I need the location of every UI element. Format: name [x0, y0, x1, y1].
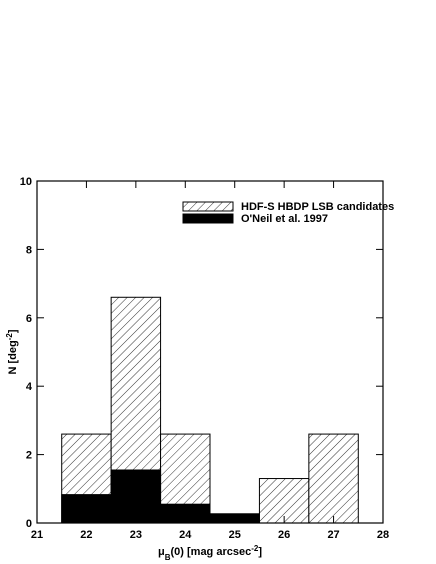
x-tick-label: 26 [278, 529, 290, 541]
x-axis-label: μB(0) [mag arcsec-2] [158, 544, 262, 562]
y-axis-label-part: -2 [5, 333, 14, 341]
x-tick-label: 28 [377, 529, 389, 541]
y-tick-label: 10 [20, 176, 32, 188]
x-tick-label: 25 [229, 529, 241, 541]
y-tick-label: 2 [26, 450, 32, 462]
x-axis-label-part: -2 [251, 544, 259, 553]
y-axis-label-part: N [deg [7, 340, 19, 374]
x-axis-label-part: B [165, 553, 171, 562]
x-tick-label: 24 [179, 529, 192, 541]
legend-label: HDF-S HBDP LSB candidates [241, 201, 394, 213]
y-tick-label: 4 [26, 381, 33, 393]
x-axis-label-part: μ [158, 546, 165, 558]
legend-swatch [182, 201, 234, 212]
legend-swatch [182, 213, 234, 224]
x-axis-label-part: (0) [mag arcsec [171, 546, 252, 558]
y-axis-label: N [deg-2] [5, 329, 20, 374]
legend-label: O'Neil et al. 1997 [241, 213, 328, 225]
x-tick-label: 21 [31, 529, 43, 541]
histogram-bar [308, 433, 359, 524]
plot-frame [36, 180, 384, 524]
histogram-bar [110, 469, 162, 524]
x-axis-label-part: ] [258, 546, 262, 558]
y-tick-label: 8 [26, 244, 32, 256]
y-axis-label-part: ] [7, 329, 19, 333]
x-tick-label: 27 [327, 529, 339, 541]
x-tick-label: 22 [80, 529, 92, 541]
y-tick-label: 0 [26, 518, 32, 530]
x-tick-label: 23 [130, 529, 142, 541]
y-tick-label: 6 [26, 313, 32, 325]
